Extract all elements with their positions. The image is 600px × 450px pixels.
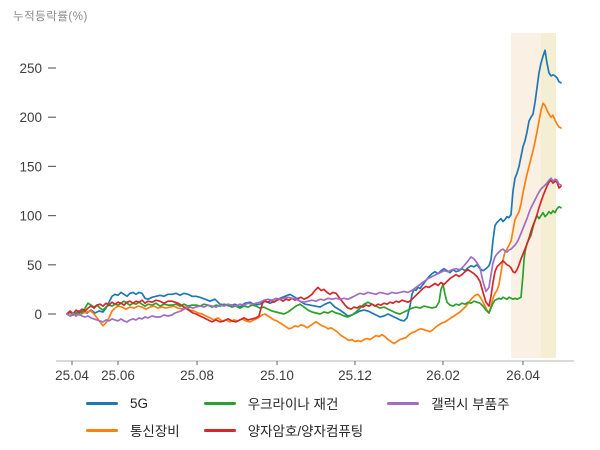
legend-swatch	[203, 428, 236, 432]
legend-item-4: 갤럭시 부품주	[387, 393, 510, 413]
legend-item-2: 우크라이나 재건	[203, 393, 364, 413]
legend-label: 갤럭시 부품주	[431, 397, 510, 412]
legend-swatch	[203, 401, 236, 405]
chart-title: 누적등락률(%)	[13, 11, 88, 23]
y-tick-label: 50	[27, 258, 42, 273]
highlight-band-1	[541, 33, 556, 358]
legend-item-0: 5G	[86, 393, 180, 413]
x-tick-label: 25.12	[338, 368, 372, 383]
legend-label: 통신장비	[130, 424, 180, 439]
y-tick-label: 0	[34, 307, 42, 322]
series-line-갤럭시 부품주	[66, 177, 562, 323]
legend-swatch	[387, 401, 420, 405]
y-tick-label: 200	[19, 110, 42, 125]
x-tick-label: 25.06	[101, 368, 135, 383]
x-tick-label: 25.08	[180, 368, 214, 383]
legend-item-1: 통신장비	[86, 420, 180, 440]
highlight-band-0	[511, 33, 541, 358]
y-tick-label: 250	[19, 61, 42, 76]
x-tick-label: 26.02	[426, 368, 460, 383]
y-tick-label: 150	[19, 159, 42, 174]
series-line-통신장비	[66, 102, 562, 345]
series-line-양자암호/양자컴퓨팅	[66, 179, 562, 323]
legend-label: 우크라이나 재건	[247, 397, 339, 412]
x-tick-label: 25.04	[55, 368, 89, 383]
legend-item-3: 양자암호/양자컴퓨팅	[203, 420, 364, 440]
series-line-5G	[66, 49, 562, 322]
x-tick-label: 26.04	[506, 368, 540, 383]
x-tick-label: 25.10	[260, 368, 294, 383]
y-tick-label: 100	[19, 209, 42, 224]
line-chart: 25.04 25.06 25.08 25.10 25.12 26.02 26.04 0 50 10…	[19, 33, 574, 383]
legend-swatch	[86, 428, 118, 432]
legend-swatch	[86, 401, 118, 405]
legend-label: 5G	[130, 395, 149, 411]
legend-label: 양자암호/양자컴퓨팅	[247, 424, 364, 439]
series-line-우크라이나 재건	[66, 205, 562, 318]
